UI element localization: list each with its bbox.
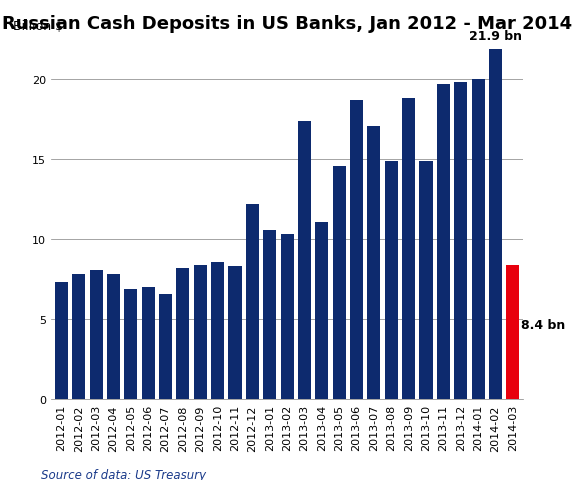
Bar [176, 268, 190, 399]
Bar [385, 161, 398, 399]
Bar [419, 161, 433, 399]
Bar [472, 80, 485, 399]
Bar [333, 166, 346, 399]
Bar [263, 230, 276, 399]
Bar [454, 83, 467, 399]
Bar [159, 294, 172, 399]
Bar [124, 289, 137, 399]
Bar [211, 262, 224, 399]
Text: 8.4 bn: 8.4 bn [521, 318, 565, 331]
Bar [229, 267, 241, 399]
Bar [281, 235, 293, 399]
Bar [298, 121, 311, 399]
Bar [437, 85, 450, 399]
Bar [142, 288, 155, 399]
Bar [194, 265, 207, 399]
Bar [246, 204, 259, 399]
Text: Source of data: US Treasury: Source of data: US Treasury [41, 468, 206, 480]
Bar [402, 99, 415, 399]
Bar [506, 265, 519, 399]
Bar [350, 101, 363, 399]
Bar [489, 49, 502, 399]
Bar [55, 283, 68, 399]
Text: Billion $: Billion $ [13, 20, 63, 33]
Title: Russian Cash Deposits in US Banks, Jan 2012 - Mar 2014: Russian Cash Deposits in US Banks, Jan 2… [2, 15, 572, 33]
Bar [72, 275, 85, 399]
Bar [107, 275, 120, 399]
Bar [316, 222, 328, 399]
Bar [89, 270, 103, 399]
Text: 21.9 bn: 21.9 bn [469, 30, 522, 43]
Bar [367, 126, 380, 399]
